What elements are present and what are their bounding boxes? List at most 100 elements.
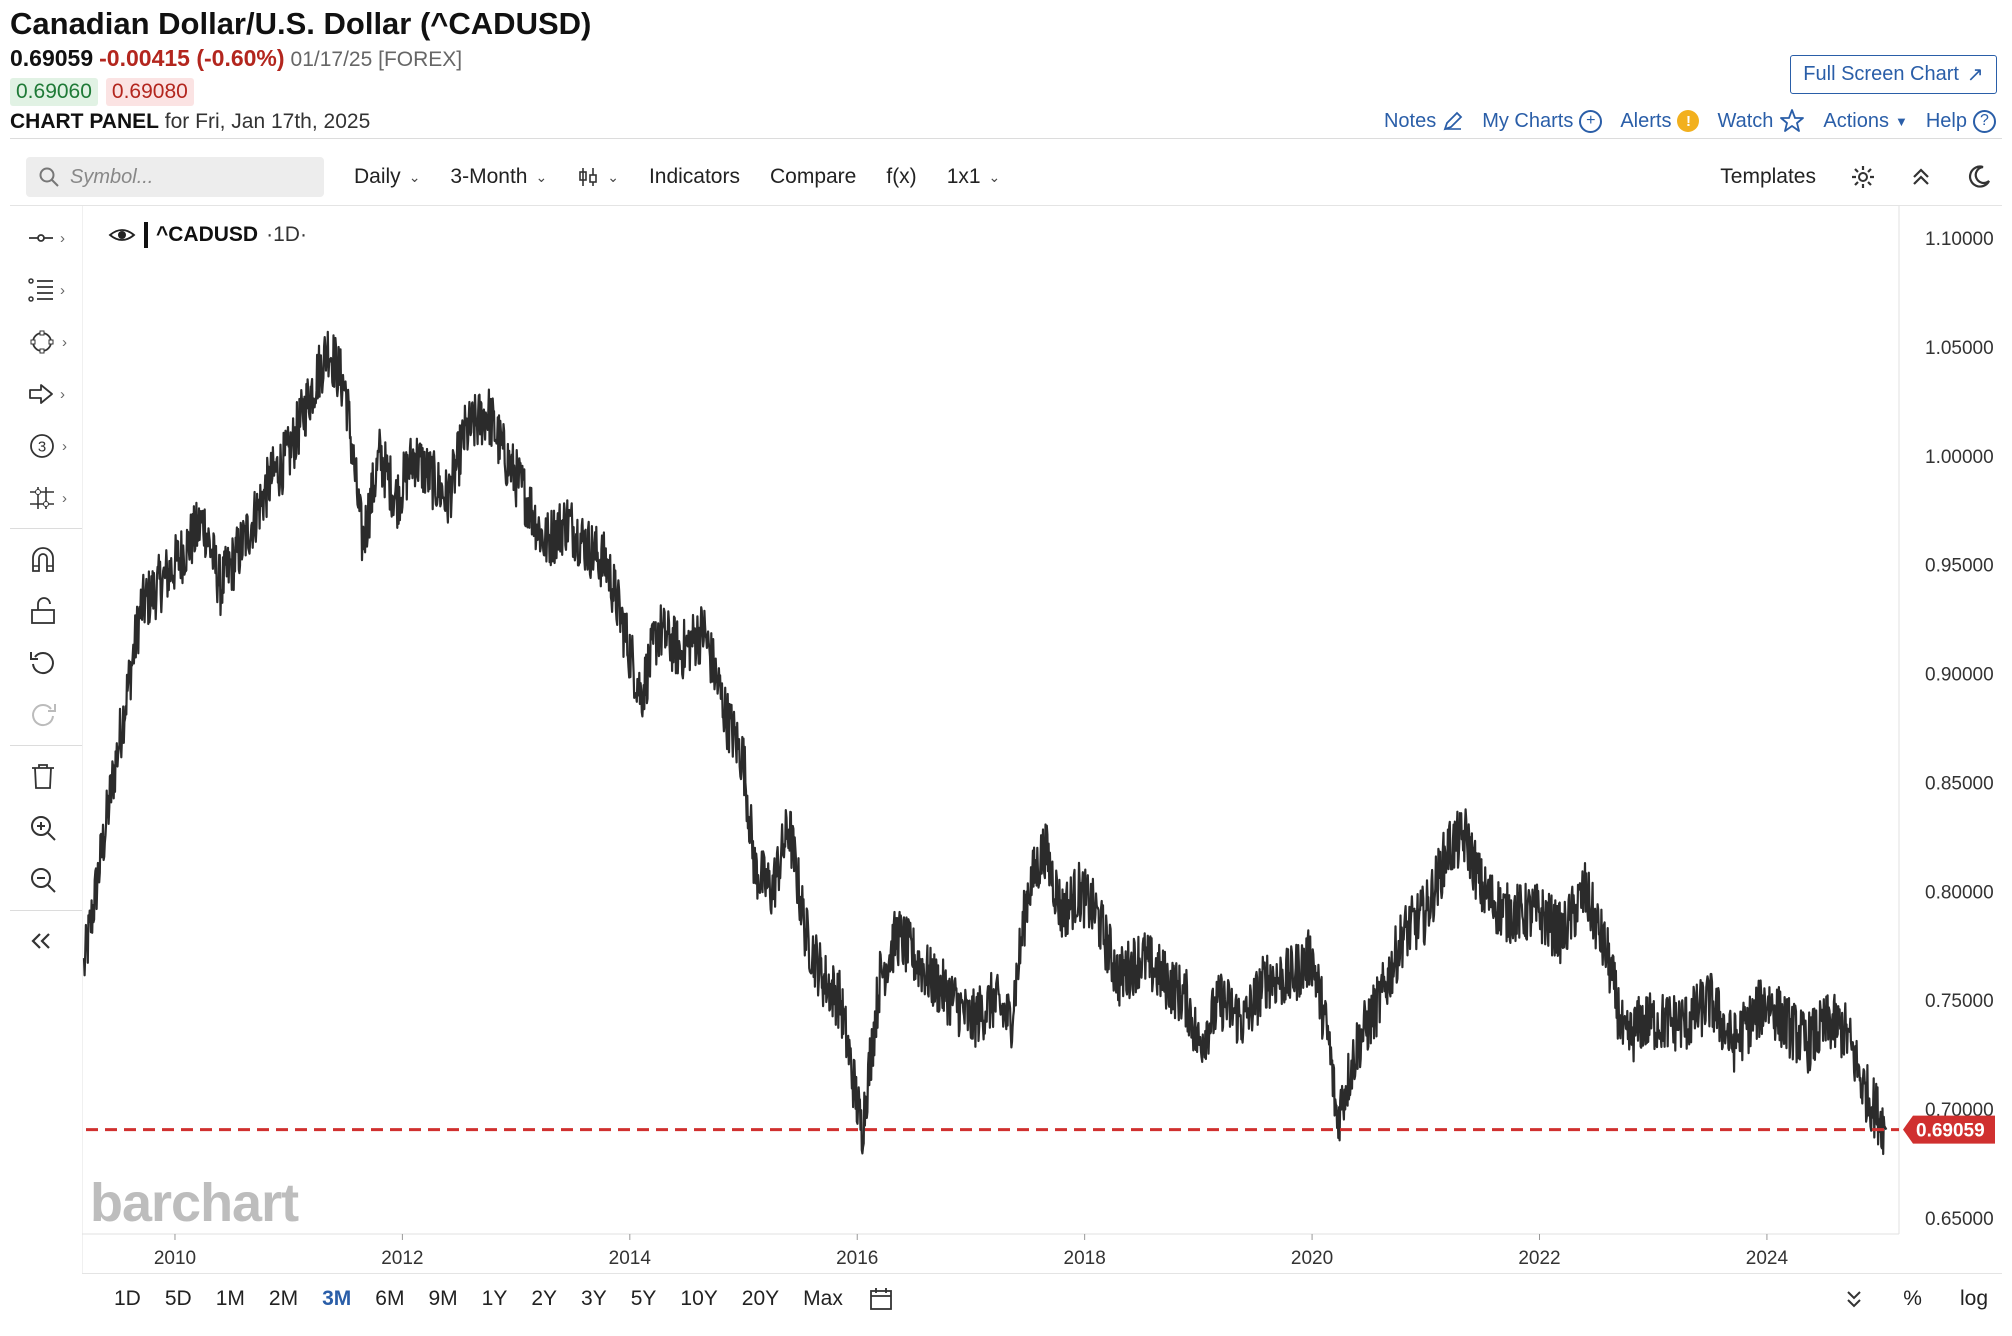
last-price-tag: 0.69059: [1903, 1115, 1995, 1144]
help-link[interactable]: Help?: [1926, 109, 1996, 133]
y-tick-label: 0.90000: [1925, 665, 1994, 686]
arrow-tool[interactable]: ›: [10, 368, 82, 420]
range-button-1y[interactable]: 1Y: [481, 1287, 508, 1310]
range-button-10y[interactable]: 10Y: [680, 1287, 718, 1310]
range-button-1d[interactable]: 1D: [114, 1287, 141, 1310]
range-button-1m[interactable]: 1M: [215, 1287, 245, 1310]
tools-divider: [10, 745, 82, 746]
header-divider: [10, 138, 2002, 139]
chevron-down-icon: ⌄: [988, 168, 1001, 185]
unlock-icon: [31, 597, 55, 624]
tools-divider: [10, 910, 82, 911]
price-change: -0.00415 (-0.60%): [99, 45, 285, 71]
panel-date: for Fri, Jan 17th, 2025: [164, 110, 371, 133]
line-tool-icon: [29, 234, 53, 242]
delete-tool[interactable]: [10, 750, 82, 802]
full-screen-chart-button[interactable]: Full Screen Chart ↗: [1790, 55, 1997, 94]
line-tool[interactable]: ›: [10, 212, 82, 264]
external-link-icon: ↗: [1966, 64, 1984, 86]
symbol-search-input[interactable]: Symbol...: [26, 157, 324, 197]
interval-dropdown[interactable]: Daily ⌄: [354, 165, 420, 189]
undo-icon: [30, 652, 54, 675]
compare-button[interactable]: Compare: [769, 165, 857, 188]
function-button[interactable]: f(x): [886, 165, 917, 188]
fibonacci-tool[interactable]: ›: [10, 264, 82, 316]
watch-link[interactable]: Watch: [1717, 108, 1805, 134]
range-button-6m[interactable]: 6M: [375, 1287, 405, 1310]
indicators-button[interactable]: Indicators: [648, 165, 740, 188]
templates-button[interactable]: Templates: [1720, 165, 1816, 188]
range-button-5y[interactable]: 5Y: [630, 1287, 657, 1310]
plus-circle-icon: +: [1579, 109, 1603, 133]
lock-tool[interactable]: [10, 585, 82, 637]
series-legend: ^CADUSD ·1D·: [108, 222, 307, 248]
range-button-2y[interactable]: 2Y: [531, 1287, 558, 1310]
y-tick-label: 1.00000: [1925, 447, 1994, 468]
collapse-sidebar-button[interactable]: [10, 915, 82, 967]
price-chart[interactable]: 2010 2012 2014 2016 2018 2020 2022 2024 1.10000…: [81, 206, 2000, 1276]
layout-dropdown[interactable]: 1x1 ⌄: [947, 165, 1001, 189]
double-chevron-down-icon[interactable]: [1843, 1288, 1865, 1310]
shape-tool[interactable]: ›: [10, 316, 82, 368]
help-icon: ?: [1973, 109, 1996, 133]
candlestick-icon: [579, 168, 598, 186]
ask-price: 0.69080: [105, 78, 194, 106]
x-tick-label: 2014: [609, 1248, 652, 1269]
watch-label: Watch: [1717, 109, 1774, 132]
moon-icon[interactable]: [1966, 164, 1992, 190]
x-tick-label: 2020: [1291, 1248, 1333, 1269]
y-tick-label: 1.05000: [1925, 338, 1994, 359]
range-button-9m[interactable]: 9M: [428, 1287, 458, 1310]
eye-icon[interactable]: [108, 225, 136, 245]
top-links: Notes My Charts + Alerts! Watch Actions ▼ …: [1384, 108, 1996, 134]
chart-area[interactable]: 2010 2012 2014 2016 2018 2020 2022 2024 1.10000…: [81, 206, 2000, 1276]
chevron-right-icon: ›: [60, 385, 65, 403]
alert-icon: !: [1677, 110, 1700, 132]
x-axis: 2010 2012 2014 2016 2018 2020 2022 2024: [154, 1234, 1788, 1269]
gear-icon[interactable]: [1850, 164, 1876, 190]
chevron-right-icon: ›: [60, 281, 65, 299]
calendar-icon[interactable]: [869, 1287, 893, 1311]
range-button-max[interactable]: Max: [803, 1287, 843, 1310]
counter-tool[interactable]: 3 ›: [10, 420, 82, 472]
zoom-out-button[interactable]: [10, 854, 82, 906]
range-button-3y[interactable]: 3Y: [581, 1287, 607, 1310]
actions-menu[interactable]: Actions ▼: [1823, 110, 1907, 133]
y-tick-label: 0.75000: [1925, 991, 1994, 1012]
number-circle-icon: 3: [30, 434, 54, 458]
percent-toggle[interactable]: %: [1903, 1287, 1922, 1310]
chevron-right-icon: ›: [62, 437, 67, 455]
alerts-link[interactable]: Alerts!: [1620, 110, 1700, 133]
caret-down-icon: ▼: [1894, 113, 1908, 129]
range-bar-right: % log: [1843, 1287, 2002, 1311]
last-price-tag-bg: [1903, 1115, 1995, 1144]
range-button-5d[interactable]: 5D: [164, 1287, 192, 1310]
bid-ask: 0.69060 0.69080: [10, 78, 194, 106]
legend-symbol[interactable]: ^CADUSD: [156, 223, 259, 246]
undo-button[interactable]: [10, 637, 82, 689]
page-title: Canadian Dollar/U.S. Dollar (^CADUSD): [10, 6, 592, 41]
y-tick-label: 1.10000: [1925, 229, 1994, 250]
redo-button[interactable]: [10, 689, 82, 741]
y-axis: 1.10000 1.05000 1.00000 0.95000 0.90000 0.850…: [1925, 229, 1994, 1230]
collapse-up-icon[interactable]: [1910, 166, 1932, 188]
notes-label: Notes: [1383, 109, 1437, 132]
zoom-in-button[interactable]: [10, 802, 82, 854]
period-dropdown[interactable]: 3-Month ⌄: [450, 165, 547, 189]
notes-link[interactable]: Notes: [1384, 110, 1464, 133]
chevron-right-icon: ›: [62, 489, 67, 507]
my-charts-label: My Charts: [1482, 109, 1574, 132]
x-tick-label: 2012: [381, 1248, 423, 1269]
measure-tool[interactable]: ›: [10, 472, 82, 524]
magnet-icon: [32, 547, 54, 572]
range-button-20y[interactable]: 20Y: [741, 1287, 780, 1310]
chart-type-dropdown[interactable]: ⌄: [577, 166, 619, 188]
range-button-3m[interactable]: 3M: [322, 1287, 352, 1310]
range-button-2m[interactable]: 2M: [268, 1287, 299, 1310]
search-placeholder: Symbol...: [70, 165, 154, 188]
trash-icon: [32, 764, 54, 789]
my-charts-link[interactable]: My Charts +: [1482, 109, 1603, 133]
chevron-down-icon: ⌄: [607, 168, 619, 185]
magnet-tool[interactable]: [10, 533, 82, 585]
log-toggle[interactable]: log: [1959, 1287, 1988, 1310]
